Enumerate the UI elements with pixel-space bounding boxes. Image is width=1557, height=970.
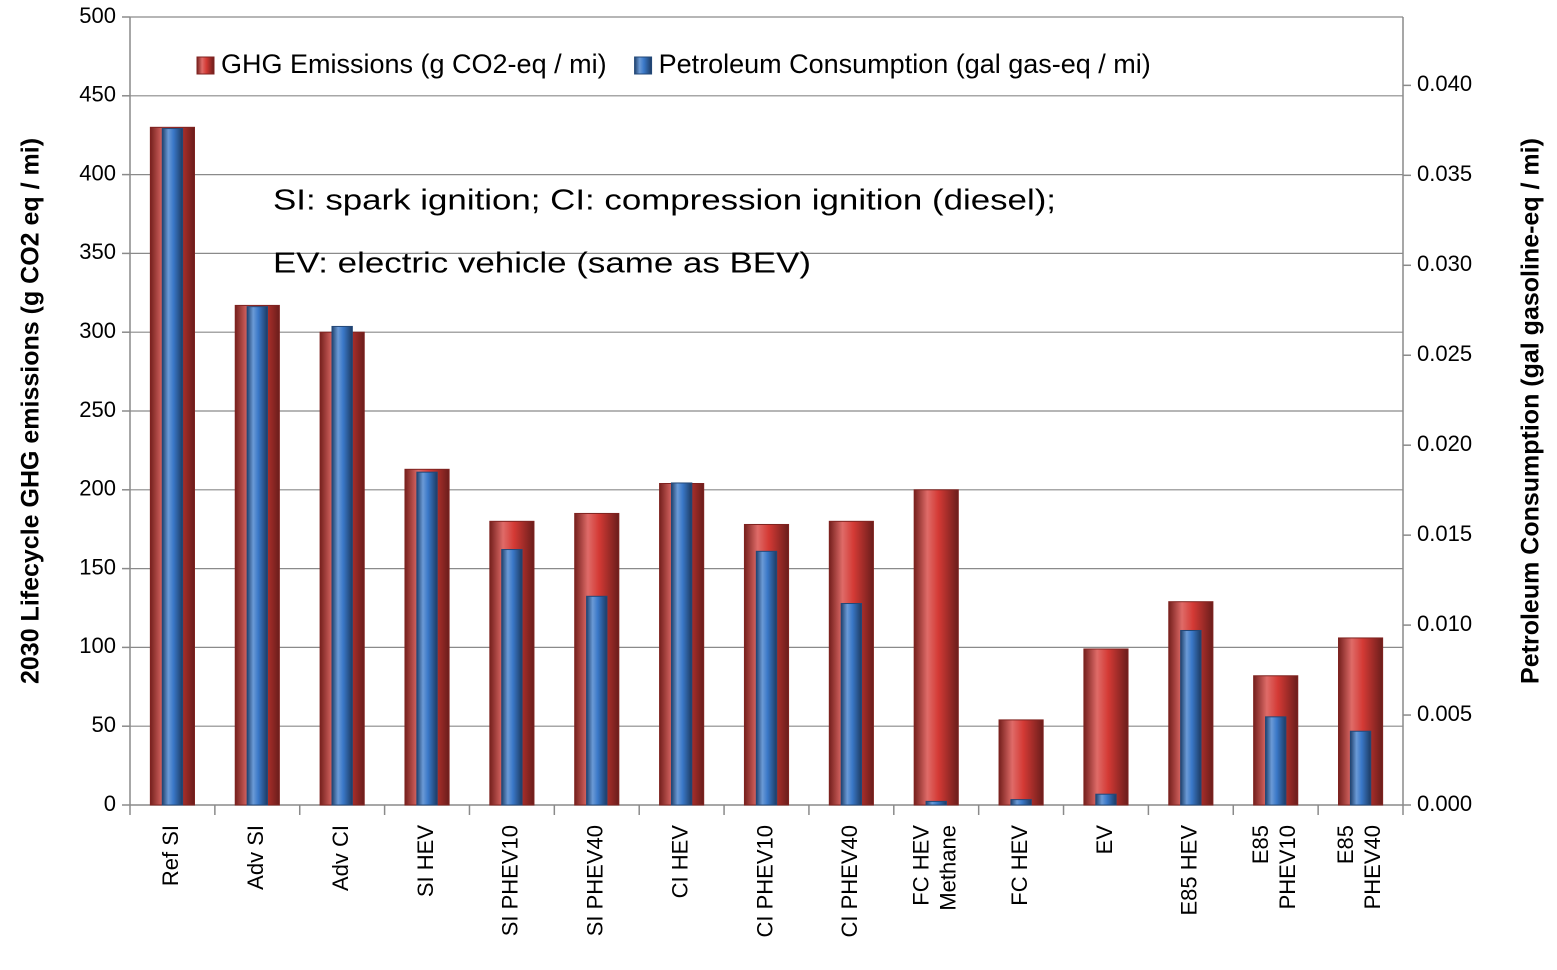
y-tick-label: 350 xyxy=(79,239,116,264)
bar xyxy=(501,549,523,806)
y-axis-title: 2030 Lifecycle GHG emissions (g CO2 eq /… xyxy=(17,138,45,684)
x-tick-label: EV xyxy=(1092,825,1117,855)
bar xyxy=(840,603,863,806)
y-tick-label: 250 xyxy=(79,397,116,422)
bar xyxy=(161,128,184,806)
bar xyxy=(670,482,693,806)
annotation: SI: spark ignition; CI: compression igni… xyxy=(273,185,1056,217)
y-tick-label: 150 xyxy=(79,554,116,579)
bar xyxy=(1083,648,1129,806)
x-tick-label: PHEV10 xyxy=(1275,825,1300,909)
y-tick-label: 400 xyxy=(79,160,116,185)
x-tick-label: Adv SI xyxy=(243,825,268,890)
bar xyxy=(913,489,959,806)
x-tick-label: FC HEV xyxy=(1007,825,1032,906)
y2-tick-label: 0.000 xyxy=(1417,791,1472,816)
bar xyxy=(925,800,947,806)
bar xyxy=(1010,799,1032,806)
bar xyxy=(1349,730,1372,806)
bar xyxy=(416,471,438,806)
x-tick-label: SI PHEV40 xyxy=(583,825,608,936)
bar xyxy=(1180,629,1202,806)
y-tick-label: 0 xyxy=(104,791,116,816)
y-tick-label: 450 xyxy=(79,82,116,107)
annotation: EV: electric vehicle (same as BEV) xyxy=(273,248,811,280)
y2-tick-label: 0.025 xyxy=(1417,341,1472,366)
x-tick-label: CI PHEV10 xyxy=(752,825,777,938)
y-tick-label: 300 xyxy=(79,318,116,343)
legend-label: Petroleum Consumption (gal gas-eq / mi) xyxy=(659,49,1151,79)
legend-swatch xyxy=(196,56,215,75)
y2-tick-label: 0.040 xyxy=(1417,71,1472,96)
y2-tick-label: 0.015 xyxy=(1417,521,1472,546)
legend-box xyxy=(186,42,1372,86)
x-tick-label: CI PHEV40 xyxy=(837,825,862,938)
x-tick-label: PHEV40 xyxy=(1360,825,1385,909)
x-tick-label: E85 HEV xyxy=(1177,825,1202,916)
y2-axis-title: Petroleum Consumption (gal gasoline-eq /… xyxy=(1517,138,1545,684)
y-tick-label: 50 xyxy=(92,712,116,737)
x-tick-label: E85 xyxy=(1248,825,1273,864)
y2-tick-label: 0.010 xyxy=(1417,611,1472,636)
x-tick-label: Adv CI xyxy=(328,825,353,891)
y2-tick-label: 0.030 xyxy=(1417,251,1472,276)
x-tick-label: FC HEV xyxy=(909,825,934,906)
x-tick-label: Ref SI xyxy=(158,825,183,886)
legend-label: GHG Emissions (g CO2-eq / mi) xyxy=(221,49,607,79)
x-tick-label: SI PHEV10 xyxy=(498,825,523,936)
bar xyxy=(246,306,268,806)
x-tick-label: Methane xyxy=(936,825,961,911)
y2-tick-label: 0.005 xyxy=(1417,701,1472,726)
y-tick-label: 500 xyxy=(79,3,116,28)
y2-tick-label: 0.020 xyxy=(1417,431,1472,456)
bar xyxy=(331,325,353,806)
bar xyxy=(755,550,778,806)
y2-tick-label: 0.035 xyxy=(1417,161,1472,186)
legend-swatch xyxy=(634,56,653,75)
x-tick-label: SI HEV xyxy=(413,825,438,897)
x-tick-label: E85 xyxy=(1333,825,1358,864)
bar xyxy=(1265,716,1287,806)
y-tick-label: 200 xyxy=(79,476,116,501)
bar xyxy=(586,595,608,806)
x-tick-label: CI HEV xyxy=(667,825,692,899)
bar xyxy=(1095,793,1117,806)
bar xyxy=(998,719,1044,806)
y-tick-label: 100 xyxy=(79,633,116,658)
